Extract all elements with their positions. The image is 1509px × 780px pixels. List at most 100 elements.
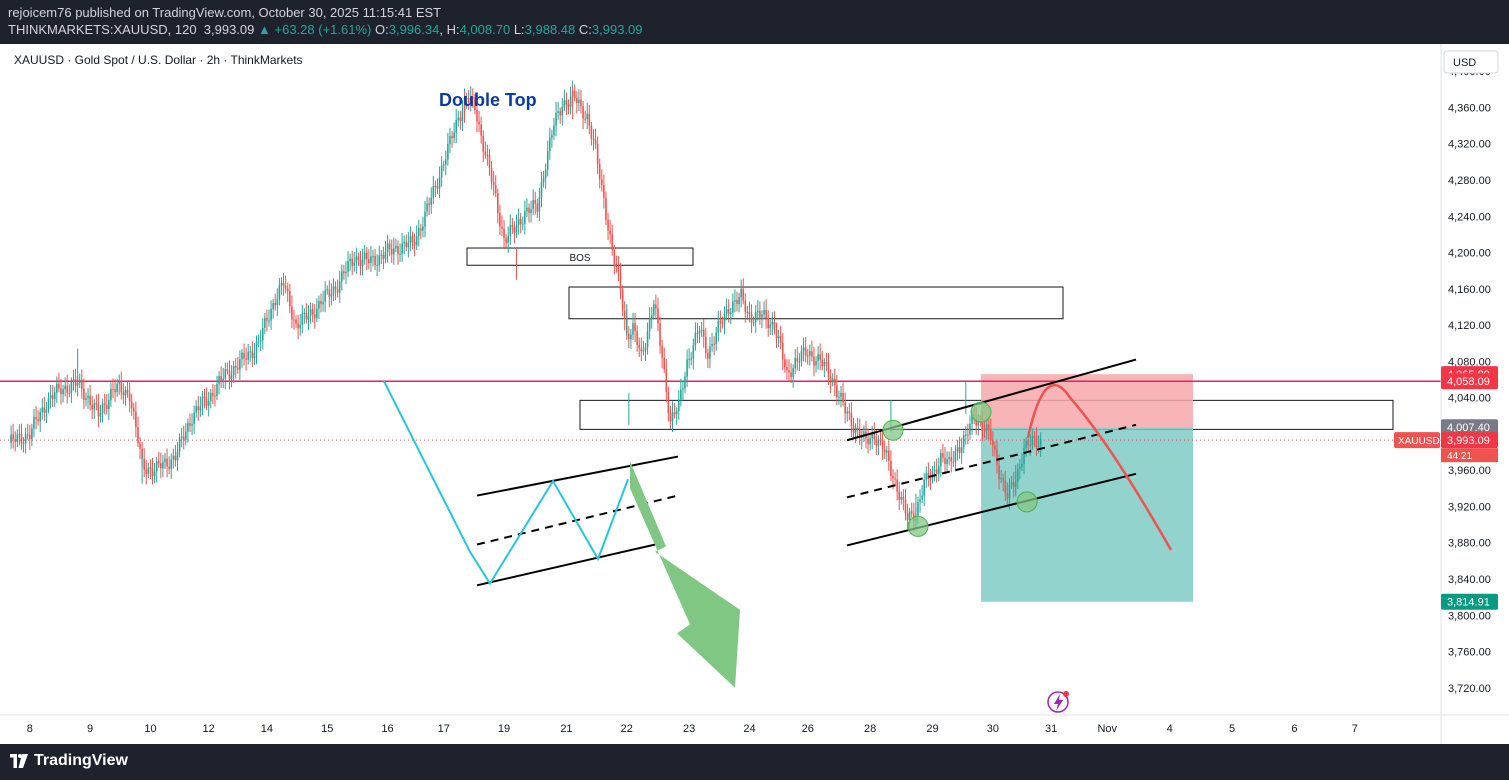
candle-body <box>253 353 256 359</box>
author-line: rejoicem76 published on TradingView.com,… <box>8 5 442 20</box>
candle-body <box>322 301 324 305</box>
candle-body <box>590 125 593 139</box>
touch-point-marker[interactable] <box>907 515 929 537</box>
zone-box[interactable] <box>466 247 694 266</box>
candle-body <box>218 376 220 384</box>
candle-body <box>478 121 480 125</box>
candle-body <box>120 382 123 393</box>
annotation-double-top[interactable]: Double Top <box>439 90 537 110</box>
candle-body <box>983 430 986 432</box>
candle-body <box>838 396 840 398</box>
candle-body <box>827 363 830 377</box>
candle-body <box>384 251 387 259</box>
candle-body <box>603 185 605 198</box>
projection-curve[interactable] <box>1026 384 1173 551</box>
price-label-bg <box>1441 593 1498 610</box>
candle-body <box>653 304 655 316</box>
candle-body <box>147 467 150 474</box>
candle-body <box>898 491 901 500</box>
candle-body <box>191 424 193 426</box>
candle-body <box>519 218 522 225</box>
channel-mid-line[interactable] <box>846 423 1137 499</box>
candle-body <box>702 329 705 337</box>
candle-body <box>538 197 541 212</box>
candle-body <box>817 354 819 362</box>
candle-body <box>453 132 455 139</box>
sketch-path[interactable] <box>383 380 629 586</box>
countdown-bg <box>1441 448 1498 463</box>
candle-body <box>686 359 688 377</box>
y-tick-label: 3,880.00 <box>1448 538 1491 550</box>
candle-body <box>451 135 453 139</box>
candle-body <box>910 511 913 514</box>
candle-body <box>1019 466 1021 469</box>
candle-body <box>628 333 630 340</box>
candle-body <box>1025 440 1027 448</box>
candle-body <box>108 400 110 410</box>
candle-body <box>744 300 747 313</box>
candle-body <box>846 411 849 414</box>
candle-body <box>307 315 310 320</box>
candle-body <box>68 392 71 394</box>
candle-body <box>53 392 56 400</box>
tradingview-logo-icon <box>10 754 28 768</box>
sketch-channel-upper[interactable] <box>476 455 679 497</box>
touch-point-marker[interactable] <box>882 419 904 441</box>
candle-body <box>232 366 235 376</box>
candle-body <box>667 391 670 414</box>
candle-body <box>297 323 299 329</box>
candle-body <box>10 434 12 443</box>
candle-body <box>942 453 944 458</box>
candle-body <box>719 320 722 323</box>
price-label-bg <box>1441 432 1498 449</box>
candle-body <box>906 513 909 521</box>
take-profit-zone[interactable] <box>981 427 1193 602</box>
candle-body <box>742 288 745 301</box>
candle-body <box>723 313 726 324</box>
candle-body <box>72 379 75 382</box>
candle-body <box>126 389 129 394</box>
candle-body <box>368 259 370 263</box>
candle-body <box>875 439 878 446</box>
symbol-name: THINKMARKETS:XAUUSD, 120 <box>8 22 197 37</box>
lightning-icon[interactable] <box>1047 691 1069 713</box>
price-label: 3,814.91 <box>1447 597 1490 609</box>
high-label: H: <box>446 22 460 37</box>
candle-body <box>153 471 156 476</box>
x-tick-label: 31 <box>1045 723 1057 735</box>
candle-body <box>472 97 474 99</box>
candle-body <box>95 403 98 405</box>
candle-body <box>935 469 938 474</box>
candle-body <box>228 370 231 380</box>
touch-point-marker[interactable] <box>1016 491 1038 513</box>
chart-svg[interactable]: BOS 4,400.004,360.004,320.004,280.004,24… <box>0 44 1509 744</box>
candle-body <box>70 381 73 393</box>
candle-body <box>365 252 368 260</box>
tradingview-logo[interactable]: TradingView <box>10 752 128 770</box>
candle-body <box>871 433 873 439</box>
resistance-layer <box>0 380 1441 441</box>
candle-body <box>530 209 532 213</box>
currency-button[interactable]: USD <box>1443 50 1499 74</box>
touch-point-marker[interactable] <box>970 401 992 423</box>
candle-body <box>526 207 528 212</box>
channel-lower-line[interactable] <box>846 472 1137 547</box>
down-arrow[interactable] <box>630 461 740 688</box>
candle-body <box>151 468 154 476</box>
candle-body <box>937 466 940 474</box>
candle-body <box>16 434 19 442</box>
candle-body <box>975 417 977 426</box>
candle-body <box>877 439 880 446</box>
candle-body <box>81 379 83 389</box>
candle-body <box>363 252 366 260</box>
candle-body <box>630 334 632 340</box>
candle-body <box>62 389 64 395</box>
zone-box[interactable] <box>568 286 1064 320</box>
candle-body <box>178 437 181 452</box>
chart-frame[interactable]: BOS 4,400.004,360.004,320.004,280.004,24… <box>0 44 1509 744</box>
candle-body <box>902 496 905 500</box>
candle-body <box>388 243 391 249</box>
candle-body <box>361 259 364 266</box>
sketch-channel-lower[interactable] <box>476 541 664 587</box>
candle-body <box>551 135 553 138</box>
